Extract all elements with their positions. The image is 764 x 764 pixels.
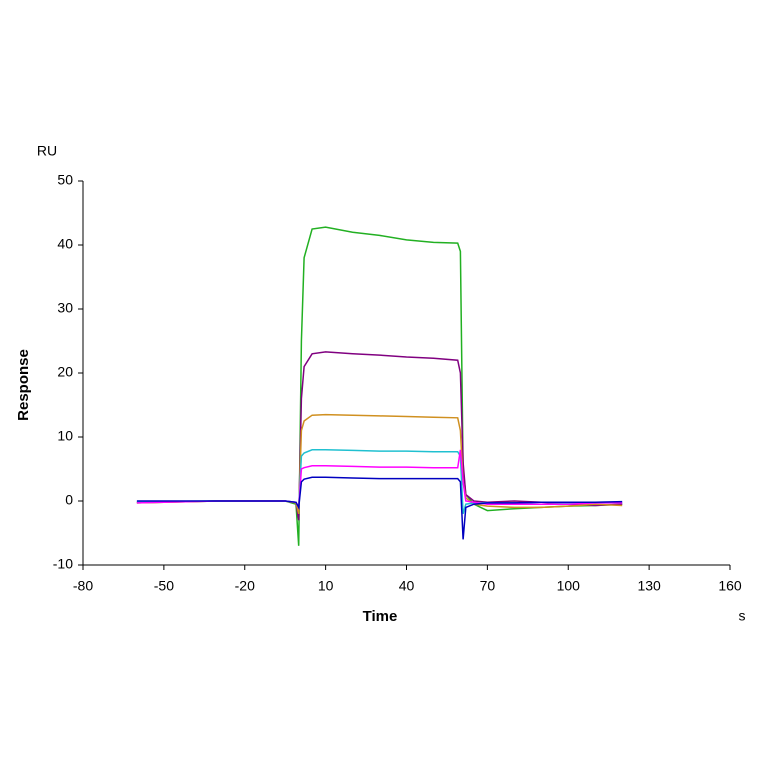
x-tick-label: 160 bbox=[718, 578, 742, 594]
x-tick-label: 130 bbox=[637, 578, 661, 594]
y-tick-label: -10 bbox=[53, 556, 73, 572]
y-unit-label: RU bbox=[37, 143, 57, 159]
x-tick-label: 40 bbox=[399, 578, 415, 594]
x-tick-label: -20 bbox=[235, 578, 255, 594]
y-tick-label: 30 bbox=[57, 300, 73, 316]
y-tick-label: 50 bbox=[57, 172, 73, 188]
series-line bbox=[136, 413, 623, 514]
y-tick-label: 10 bbox=[57, 428, 73, 444]
series-line bbox=[136, 351, 623, 521]
series-line bbox=[136, 476, 623, 540]
y-tick-label: 40 bbox=[57, 236, 73, 252]
x-tick-label: 10 bbox=[318, 578, 334, 594]
x-axis-title: Time bbox=[363, 608, 398, 625]
x-unit-label: s bbox=[739, 608, 746, 624]
x-tick-label: 100 bbox=[557, 578, 581, 594]
x-tick-label: 70 bbox=[480, 578, 496, 594]
x-tick-label: -80 bbox=[73, 578, 93, 594]
y-tick-label: 0 bbox=[65, 492, 73, 508]
y-axis-title: Response bbox=[15, 349, 32, 421]
series-line bbox=[136, 226, 623, 546]
x-tick-label: -50 bbox=[154, 578, 174, 594]
y-tick-label: 20 bbox=[57, 364, 73, 380]
